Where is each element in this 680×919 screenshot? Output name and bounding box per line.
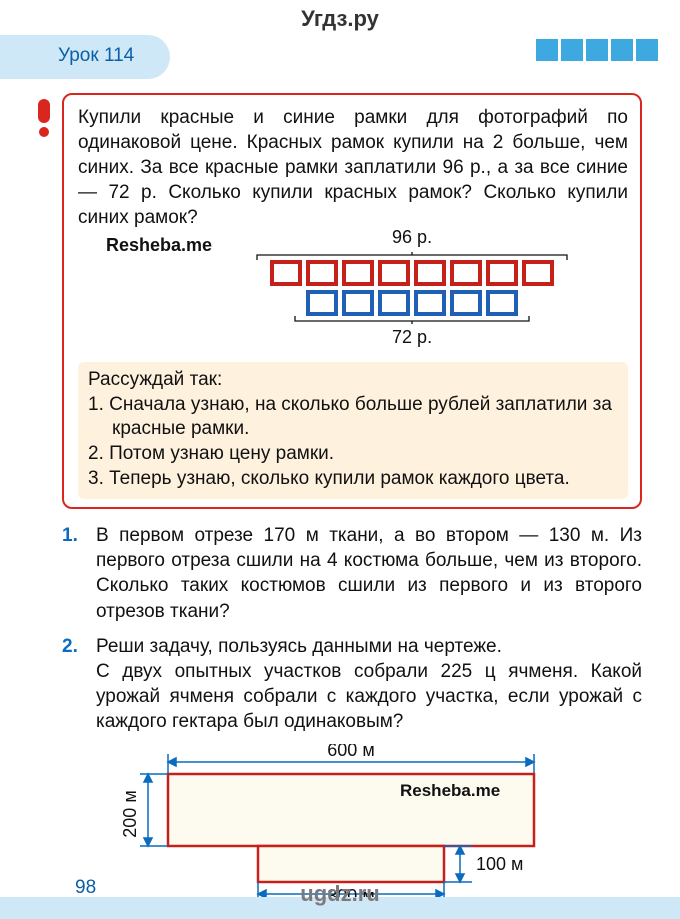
red-frame: [414, 260, 446, 286]
dim-100: 100 м: [476, 854, 523, 874]
lesson-label: Урок 114: [58, 45, 134, 67]
blue-frame: [378, 290, 410, 316]
frames-diagram: 96 р. 72 р.: [222, 226, 602, 350]
reshebame-watermark: Resheba.me: [106, 234, 212, 258]
reason-item: 2. Потом узнаю цену рамки.: [88, 442, 618, 467]
dim-200: 200 м: [120, 790, 140, 837]
task-2: 2. Реши задачу, пользуясь данными на чер…: [62, 634, 642, 734]
blue-frame: [414, 290, 446, 316]
reshebame-watermark: Resheba.me: [400, 781, 500, 800]
blue-frame: [306, 290, 338, 316]
blue-frame: [486, 290, 518, 316]
reason-list: 1. Сначала узнаю, на сколько больше рубл…: [88, 393, 618, 492]
reasoning-box: Рассуждай так: 1. Сначала узнаю, на скол…: [78, 362, 628, 499]
red-frame: [450, 260, 482, 286]
attention-icon: [30, 99, 58, 137]
lesson-tab: Урок 114: [30, 35, 650, 79]
task-text: Реши задачу, пользуясь данными на чертеж…: [96, 634, 642, 734]
problem-text: Купили красные и синие рамки для фотогра…: [78, 105, 628, 230]
task-text: В первом отрезе 170 м ткани, а во втором…: [96, 523, 642, 623]
reason-item: 3. Теперь узнаю, сколько купили рамок ка…: [88, 467, 618, 492]
page: Урок 114 Купили красные и синие рамки дл…: [30, 35, 650, 909]
blue-frames-row: [222, 290, 602, 316]
price-top: 96 р.: [222, 226, 602, 250]
small-plot: [258, 846, 444, 882]
red-frame: [306, 260, 338, 286]
blue-frame: [450, 290, 482, 316]
red-frame: [378, 260, 410, 286]
reason-item: 1. Сначала узнаю, на сколько больше рубл…: [88, 393, 618, 442]
red-frames-row: [222, 260, 602, 286]
watermark-bottom: ugdz.ru: [0, 881, 680, 907]
task-number: 2.: [62, 634, 96, 734]
task-1: 1. В первом отрезе 170 м ткани, а во вто…: [62, 523, 642, 623]
red-frame: [522, 260, 554, 286]
example-box: Купили красные и синие рамки для фотогра…: [62, 93, 642, 509]
blue-frame: [342, 290, 374, 316]
red-frame: [486, 260, 518, 286]
red-frame: [342, 260, 374, 286]
tasks: 1. В первом отрезе 170 м ткани, а во вто…: [62, 523, 642, 734]
watermark-top: Угдз.ру: [0, 6, 680, 32]
dim-600: 600 м: [327, 744, 374, 760]
price-bottom: 72 р.: [222, 326, 602, 350]
red-frame: [270, 260, 302, 286]
decorative-squares: [536, 39, 658, 61]
reason-title: Рассуждай так:: [88, 368, 618, 393]
task-number: 1.: [62, 523, 96, 623]
